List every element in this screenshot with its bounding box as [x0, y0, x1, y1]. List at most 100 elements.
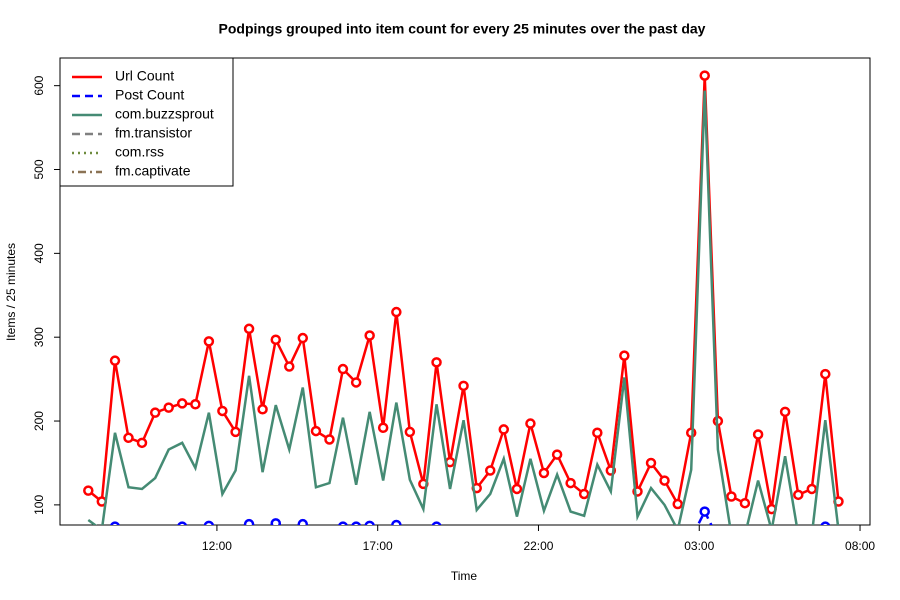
point-marker	[124, 534, 132, 542]
point-marker	[525, 418, 536, 429]
point-marker	[834, 534, 842, 542]
point-marker	[190, 399, 201, 410]
plot-frame	[59, 57, 871, 526]
point-marker	[593, 534, 601, 542]
point-marker	[191, 534, 199, 542]
point-marker	[391, 306, 402, 318]
point-marker	[592, 427, 603, 439]
legend-label: Post Count	[115, 87, 184, 103]
x-tick-label: 12:00	[202, 539, 232, 553]
point-marker	[351, 521, 362, 525]
legend-label: fm.captivate	[115, 163, 191, 179]
point-marker	[634, 534, 642, 542]
point-marker	[98, 534, 106, 542]
y-tick-label: 300	[32, 327, 46, 347]
point-marker	[324, 434, 335, 445]
point-marker	[377, 422, 389, 433]
point-marker	[243, 518, 255, 525]
point-marker	[726, 491, 737, 502]
point-marker	[580, 534, 588, 542]
point-marker	[259, 534, 267, 542]
point-marker	[645, 457, 657, 469]
point-marker	[672, 498, 683, 510]
point-marker	[350, 377, 362, 388]
point-marker	[538, 467, 550, 479]
point-marker	[446, 534, 454, 542]
point-marker	[203, 336, 215, 347]
point-marker	[752, 429, 764, 440]
point-marker	[699, 70, 710, 81]
point-marker	[176, 398, 188, 409]
point-marker	[500, 534, 508, 542]
point-marker	[257, 404, 268, 415]
point-marker	[406, 534, 414, 542]
point-marker	[297, 518, 309, 525]
point-marker	[337, 521, 348, 525]
point-marker	[699, 506, 710, 517]
point-marker	[460, 534, 468, 542]
point-marker	[808, 534, 816, 542]
point-marker	[364, 520, 375, 525]
point-marker	[151, 534, 159, 542]
y-tick-label: 100	[32, 495, 46, 515]
point-marker	[806, 483, 818, 495]
point-marker	[109, 355, 121, 366]
point-marker	[714, 534, 722, 542]
point-marker	[661, 534, 669, 542]
point-marker	[136, 437, 148, 449]
point-marker	[578, 488, 590, 500]
point-marker	[659, 475, 670, 486]
point-marker	[647, 534, 655, 542]
point-marker	[149, 407, 161, 418]
point-marker	[553, 534, 561, 542]
point-marker	[419, 534, 427, 542]
point-marker	[620, 534, 628, 542]
point-marker	[230, 426, 241, 438]
point-marker	[310, 425, 322, 437]
x-tick-label: 17:00	[363, 539, 393, 553]
y-tick-label: 200	[32, 411, 46, 431]
point-marker	[619, 350, 630, 361]
point-marker	[607, 534, 615, 542]
point-marker	[727, 534, 735, 542]
point-marker	[232, 534, 240, 542]
y-axis-label: Items / 25 minutes	[4, 243, 18, 341]
series-line	[87, 90, 840, 525]
point-marker	[754, 534, 762, 542]
y-tick-label: 500	[32, 159, 46, 179]
point-marker	[110, 521, 120, 525]
x-tick-label: 03:00	[684, 539, 714, 553]
point-marker	[270, 334, 282, 345]
point-marker	[511, 483, 523, 495]
point-marker	[565, 477, 576, 489]
point-marker	[337, 363, 349, 375]
point-marker	[567, 534, 575, 542]
legend: Url Count Post Count com.buzzsprout fm.tran…	[59, 57, 234, 187]
point-marker	[163, 402, 174, 413]
point-marker	[325, 534, 333, 542]
point-marker	[820, 521, 831, 525]
point-marker	[391, 519, 402, 525]
point-marker	[741, 534, 749, 542]
point-marker	[243, 323, 255, 335]
point-marker	[84, 534, 92, 542]
y-tick-label: 400	[32, 243, 46, 263]
x-tick-label: 08:00	[845, 539, 875, 553]
point-marker	[820, 368, 831, 380]
point-marker	[123, 432, 134, 444]
point-marker	[431, 521, 442, 525]
point-marker	[551, 449, 563, 460]
point-marker	[217, 405, 228, 417]
point-marker	[768, 534, 776, 542]
point-marker	[284, 361, 295, 372]
y-tick-label: 600	[32, 75, 46, 95]
point-marker	[203, 520, 215, 525]
chart-title: Podpings grouped into item count for eve…	[219, 21, 706, 37]
point-marker	[165, 534, 173, 542]
point-marker	[458, 380, 469, 392]
point-marker	[270, 518, 282, 525]
point-marker	[486, 534, 494, 542]
point-marker	[473, 534, 481, 542]
point-marker	[498, 424, 509, 435]
